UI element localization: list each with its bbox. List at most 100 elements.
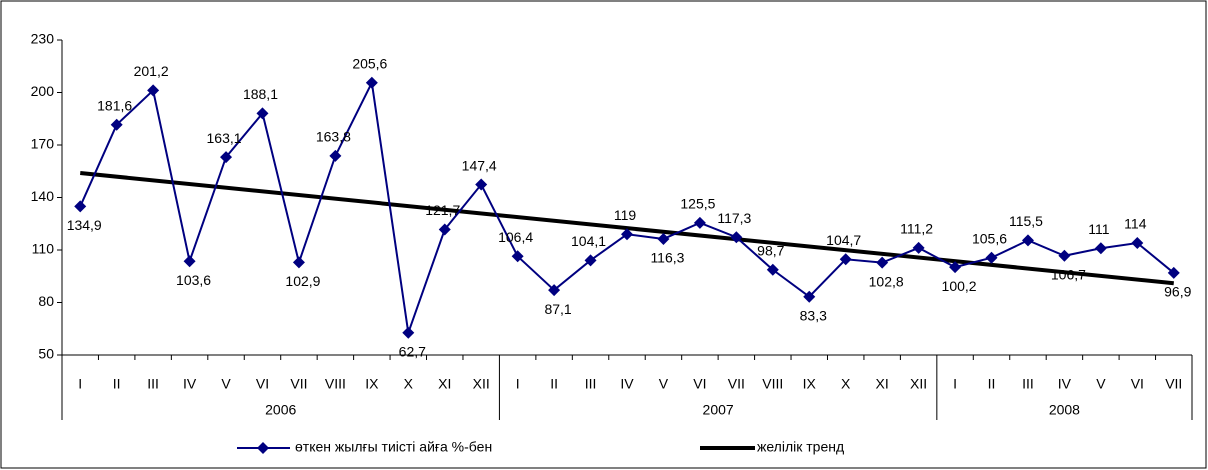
y-tick-label: 230 bbox=[31, 31, 55, 47]
x-tick-label: XI bbox=[438, 376, 451, 392]
y-tick-label: 110 bbox=[32, 241, 55, 257]
point-marker bbox=[1058, 249, 1071, 262]
x-tick-label: XI bbox=[876, 376, 889, 392]
data-label: 188,1 bbox=[243, 86, 278, 102]
data-label: 104,1 bbox=[571, 233, 606, 249]
x-tick-label: V bbox=[659, 376, 669, 392]
point-marker bbox=[548, 284, 561, 297]
data-label: 163,8 bbox=[316, 129, 351, 145]
x-tick-label: XII bbox=[910, 376, 927, 392]
x-tick-label: IX bbox=[365, 376, 379, 392]
point-marker bbox=[766, 263, 779, 276]
data-label: 115,5 bbox=[1009, 213, 1043, 229]
x-tick-label: X bbox=[404, 376, 414, 392]
trend-line bbox=[80, 171, 1174, 286]
point-marker bbox=[1131, 237, 1144, 249]
data-label: 147,4 bbox=[462, 157, 497, 173]
data-label: 111 bbox=[1088, 221, 1109, 237]
data-label: 163,1 bbox=[207, 130, 242, 146]
x-tick-label: VI bbox=[693, 376, 706, 392]
data-label: 111,2 bbox=[900, 221, 933, 237]
x-tick-label: VIII bbox=[325, 376, 346, 392]
x-tick-label: III bbox=[585, 376, 597, 392]
x-tick-label: II bbox=[988, 376, 996, 392]
x-tick-label: VIII bbox=[762, 376, 783, 392]
point-marker bbox=[329, 149, 342, 162]
data-label: 96,9 bbox=[1164, 284, 1191, 300]
point-marker bbox=[1167, 266, 1180, 279]
data-label: 106,4 bbox=[498, 229, 533, 245]
point-marker bbox=[511, 250, 524, 263]
point-marker bbox=[693, 216, 706, 229]
point-marker bbox=[365, 76, 378, 89]
point-marker bbox=[110, 118, 123, 131]
legend-label: өткен жылғы тиісті айға %-бен bbox=[295, 439, 492, 455]
point-marker bbox=[730, 231, 743, 244]
x-tick-label: VI bbox=[1131, 376, 1144, 392]
data-label: 83,3 bbox=[800, 307, 827, 323]
group-label: 2008 bbox=[1049, 402, 1080, 418]
data-label: 102,8 bbox=[869, 273, 904, 289]
x-tick-label: V bbox=[1096, 376, 1106, 392]
x-tick-label: I bbox=[953, 376, 957, 392]
x-tick-label: II bbox=[550, 376, 558, 392]
data-label: 114 bbox=[1124, 216, 1147, 232]
x-tick-label: I bbox=[516, 376, 520, 392]
data-label: 119 bbox=[614, 207, 637, 223]
x-tick-label: IV bbox=[183, 376, 197, 392]
data-label: 116,3 bbox=[650, 250, 684, 266]
x-tick-label: XII bbox=[473, 376, 490, 392]
point-marker bbox=[402, 326, 415, 339]
point-marker bbox=[985, 251, 998, 264]
x-tick-label: IV bbox=[620, 376, 634, 392]
data-label: 102,9 bbox=[285, 273, 320, 289]
data-label: 106,7 bbox=[1051, 266, 1086, 282]
data-label: 117,3 bbox=[717, 210, 751, 226]
point-marker bbox=[621, 228, 633, 241]
x-tick-label: I bbox=[78, 376, 82, 392]
x-tick-label: III bbox=[1022, 376, 1034, 392]
data-label: 105,6 bbox=[972, 230, 1007, 246]
data-label: 134,9 bbox=[67, 217, 102, 233]
data-label: 87,1 bbox=[544, 301, 571, 317]
legend-marker bbox=[257, 442, 269, 454]
point-marker bbox=[949, 261, 962, 274]
legend-label: желілік тренд bbox=[757, 439, 844, 455]
data-label: 201,2 bbox=[134, 63, 169, 79]
group-label: 2006 bbox=[265, 402, 296, 418]
data-label: 205,6 bbox=[352, 55, 387, 71]
point-marker bbox=[839, 253, 852, 266]
x-tick-label: II bbox=[113, 376, 121, 392]
point-marker bbox=[584, 254, 597, 267]
x-tick-label: VII bbox=[290, 376, 307, 392]
point-marker bbox=[292, 256, 305, 269]
x-tick-label: IV bbox=[1058, 376, 1072, 392]
point-marker bbox=[876, 256, 889, 269]
point-marker bbox=[657, 232, 670, 245]
point-marker bbox=[147, 84, 160, 97]
y-tick-label: 80 bbox=[38, 293, 54, 309]
x-tick-label: IX bbox=[803, 376, 817, 392]
point-marker bbox=[74, 200, 87, 213]
y-tick-label: 50 bbox=[38, 346, 54, 362]
data-label: 100,2 bbox=[942, 278, 977, 294]
data-label: 62,7 bbox=[399, 343, 426, 359]
x-tick-label: VII bbox=[1165, 376, 1182, 392]
group-label: 2007 bbox=[703, 402, 734, 418]
data-label: 125,5 bbox=[680, 196, 715, 212]
point-marker bbox=[438, 223, 451, 236]
x-tick-label: X bbox=[841, 376, 851, 392]
point-marker bbox=[803, 290, 816, 303]
x-tick-label: VII bbox=[728, 376, 745, 392]
point-marker bbox=[220, 151, 233, 164]
data-label: 121,7 bbox=[425, 202, 460, 218]
point-marker bbox=[912, 241, 925, 254]
data-label: 104,7 bbox=[826, 232, 861, 248]
data-label: 181,6 bbox=[97, 97, 132, 113]
x-tick-label: III bbox=[147, 376, 159, 392]
x-tick-label: V bbox=[221, 376, 231, 392]
point-marker bbox=[183, 255, 196, 268]
x-tick-label: VI bbox=[256, 376, 269, 392]
